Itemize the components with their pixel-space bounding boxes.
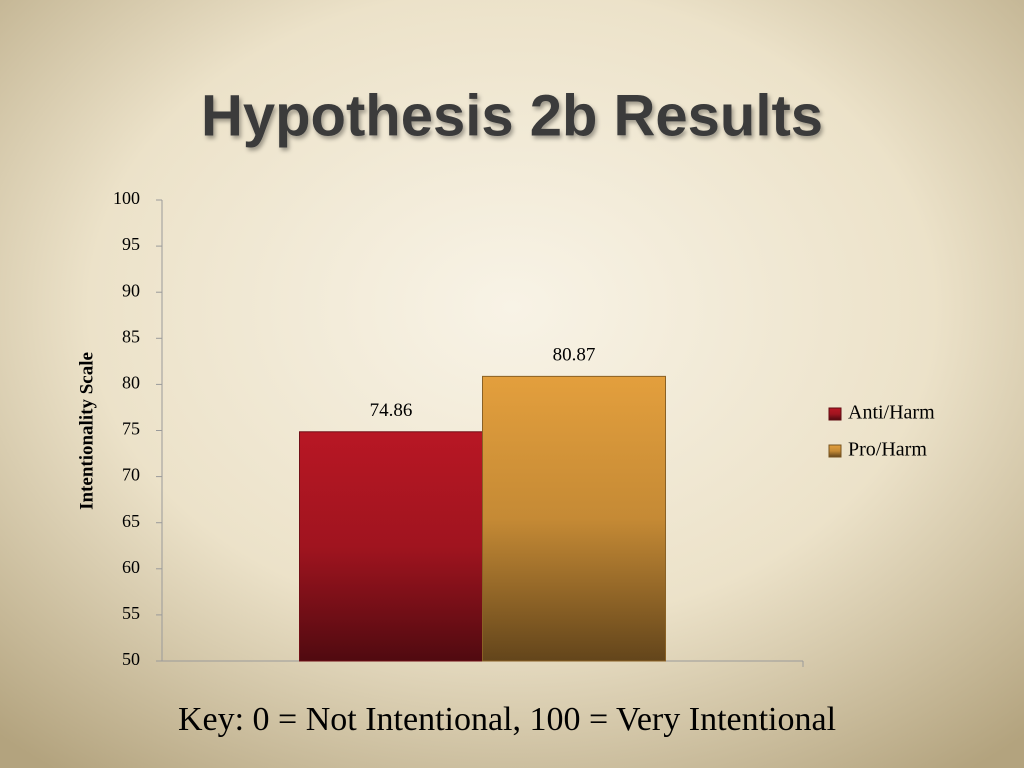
legend-label: Anti/Harm	[848, 402, 935, 424]
bar	[299, 431, 483, 662]
legend-label: Pro/Harm	[848, 439, 927, 461]
y-tick-label: 60	[122, 557, 140, 577]
value-label: 74.86	[370, 400, 413, 421]
bar	[482, 375, 666, 662]
y-tick-label: 50	[122, 649, 140, 669]
y-tick-label: 75	[122, 419, 140, 439]
y-tick-label: 100	[113, 188, 140, 208]
y-tick-label: 85	[122, 326, 140, 346]
y-tick-label: 70	[122, 465, 140, 485]
slide-title: Hypothesis 2b Results	[201, 83, 823, 148]
y-tick-label: 90	[122, 280, 140, 300]
y-tick-label: 95	[122, 234, 140, 254]
y-axis-label: Intentionality Scale	[76, 352, 97, 510]
legend-swatch	[828, 407, 842, 421]
value-label: 80.87	[553, 345, 596, 366]
y-tick-label: 65	[122, 511, 140, 531]
legend-swatch	[828, 444, 842, 458]
annotation: Key: 0 = Not Intentional, 100 = Very Int…	[178, 701, 836, 738]
y-tick-label: 80	[122, 373, 140, 393]
y-tick-label: 55	[122, 603, 140, 623]
